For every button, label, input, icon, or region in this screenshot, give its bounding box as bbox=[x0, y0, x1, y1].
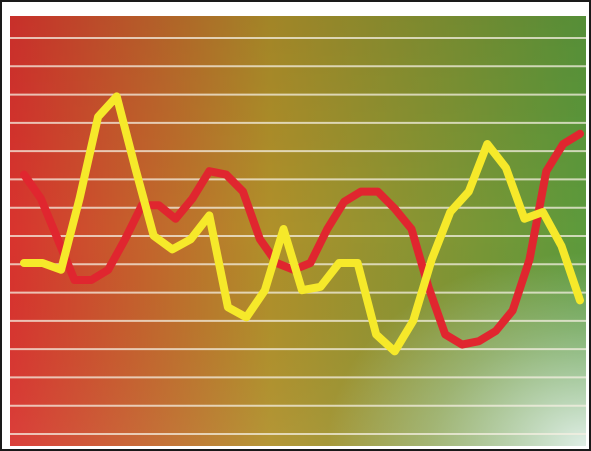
yellow-line bbox=[20, 92, 584, 356]
background-glow bbox=[10, 16, 586, 446]
red-line bbox=[20, 129, 584, 349]
line-graph-illustration bbox=[10, 16, 586, 446]
illustration-canvas bbox=[10, 16, 586, 446]
graph-lines bbox=[20, 92, 584, 356]
grid-lines bbox=[10, 37, 586, 435]
